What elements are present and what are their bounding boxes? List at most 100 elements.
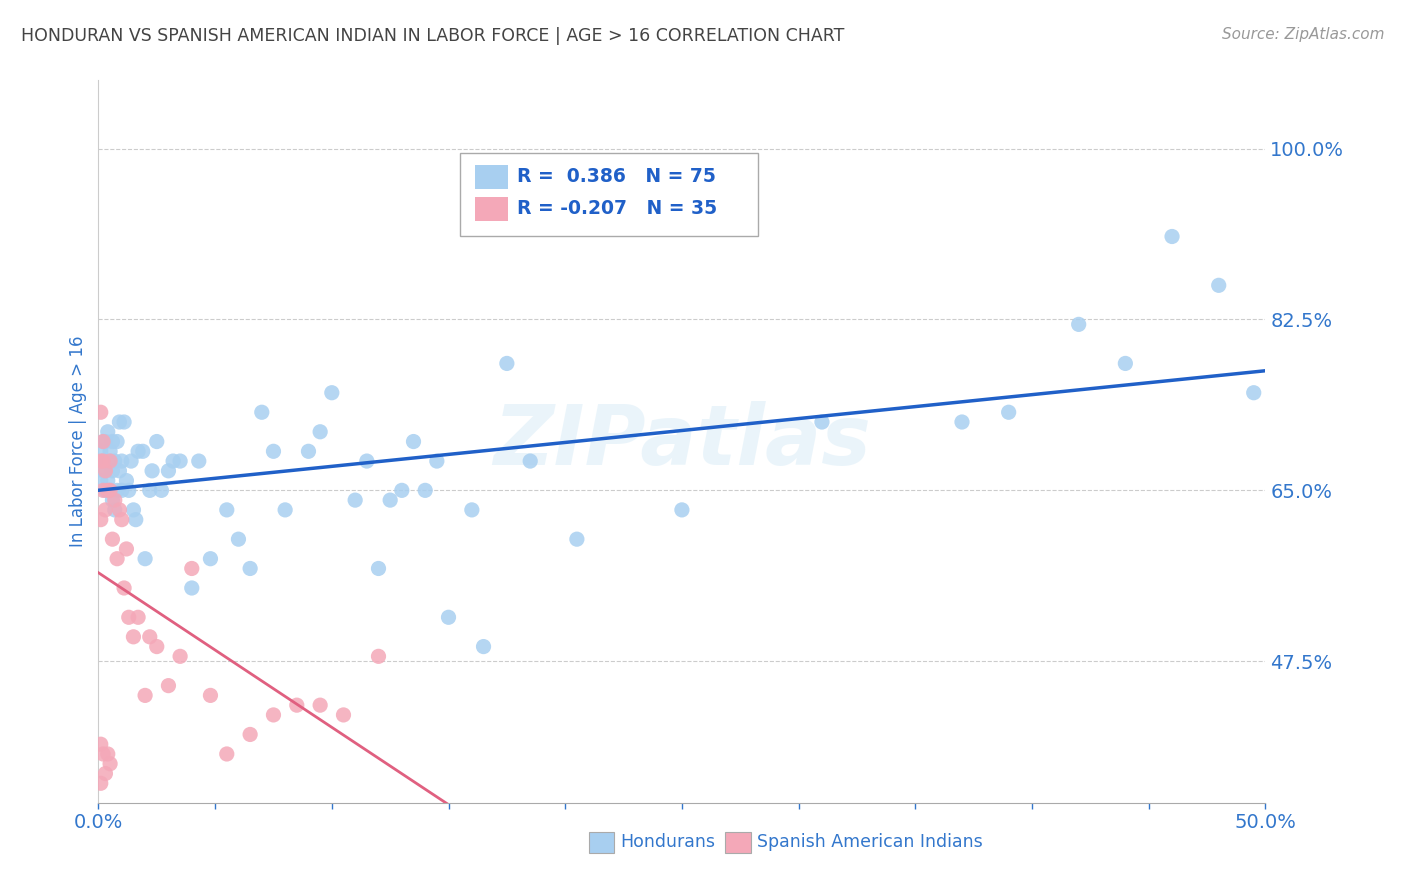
Point [426,454,449,468]
Point [105,551,128,566]
Point [104,493,127,508]
Point [139,630,162,644]
Bar [475,165,508,189]
Point [120,454,142,468]
Point [162,454,184,468]
Point [101,493,124,508]
Point [309,425,332,439]
Point [250,405,273,419]
Point [157,679,180,693]
Point [169,454,191,468]
Point [262,707,284,722]
Point [104,454,127,468]
Point [94,464,117,478]
Point [180,561,202,575]
Point [1114,356,1136,370]
Point [105,434,128,449]
Point [132,444,155,458]
Point [91,454,114,468]
Point [91,434,114,449]
Point [146,434,169,449]
Point [127,444,149,458]
Point [122,503,145,517]
Point [97,483,120,498]
Y-axis label: In Labor Force | Age > 16: In Labor Force | Age > 16 [69,335,87,548]
Point [367,649,389,664]
Point [134,551,156,566]
Point [134,689,156,703]
Point [380,493,402,508]
Point [997,405,1019,419]
Point [180,581,202,595]
Text: ZIPatlas: ZIPatlas [494,401,870,482]
Point [437,610,460,624]
Point [228,532,250,546]
Point [262,444,284,458]
Point [321,385,343,400]
Point [111,483,134,498]
Point [91,483,114,498]
Point [97,474,120,488]
Point [139,483,162,498]
Point [98,454,121,468]
Text: HONDURAN VS SPANISH AMERICAN INDIAN IN LABOR FORCE | AGE > 16 CORRELATION CHART: HONDURAN VS SPANISH AMERICAN INDIAN IN L… [21,27,845,45]
Point [111,454,134,468]
Point [108,503,131,517]
Point [111,513,134,527]
Point [98,454,121,468]
Point [950,415,973,429]
Text: Source: ZipAtlas.com: Source: ZipAtlas.com [1222,27,1385,42]
Point [496,356,519,370]
Point [98,444,121,458]
Point [413,483,436,498]
Point [101,532,124,546]
Text: R = -0.207   N = 35: R = -0.207 N = 35 [517,200,717,219]
Point [141,464,163,478]
Point [461,503,484,517]
Text: Spanish American Indians: Spanish American Indians [756,833,983,851]
Point [108,415,131,429]
Point [91,464,114,478]
Point [118,610,141,624]
Point [112,415,135,429]
Point [112,581,135,595]
Point [98,756,121,771]
Point [90,444,112,458]
Point [146,640,169,654]
FancyBboxPatch shape [460,153,758,235]
Point [239,727,262,741]
Point [187,454,209,468]
Point [104,503,127,517]
Point [169,649,191,664]
Point [94,434,117,449]
Point [115,474,138,488]
Point [90,454,112,468]
Point [285,698,308,713]
Text: Hondurans: Hondurans [620,833,716,851]
Point [122,630,145,644]
Point [472,640,495,654]
Point [811,415,834,429]
Point [1243,385,1265,400]
Point [91,747,114,761]
Point [309,698,332,713]
Point [150,483,173,498]
Point [94,766,117,780]
Point [200,689,222,703]
Bar [475,197,508,221]
Point [94,503,117,517]
Point [105,483,128,498]
Point [90,513,112,527]
Point [356,454,378,468]
Point [90,474,112,488]
Bar [725,831,751,854]
Point [98,483,121,498]
Point [101,464,124,478]
Point [118,483,141,498]
Point [101,434,124,449]
Point [215,747,238,761]
Point [94,464,117,478]
Point [125,513,148,527]
Point [98,483,121,498]
Point [90,405,112,419]
